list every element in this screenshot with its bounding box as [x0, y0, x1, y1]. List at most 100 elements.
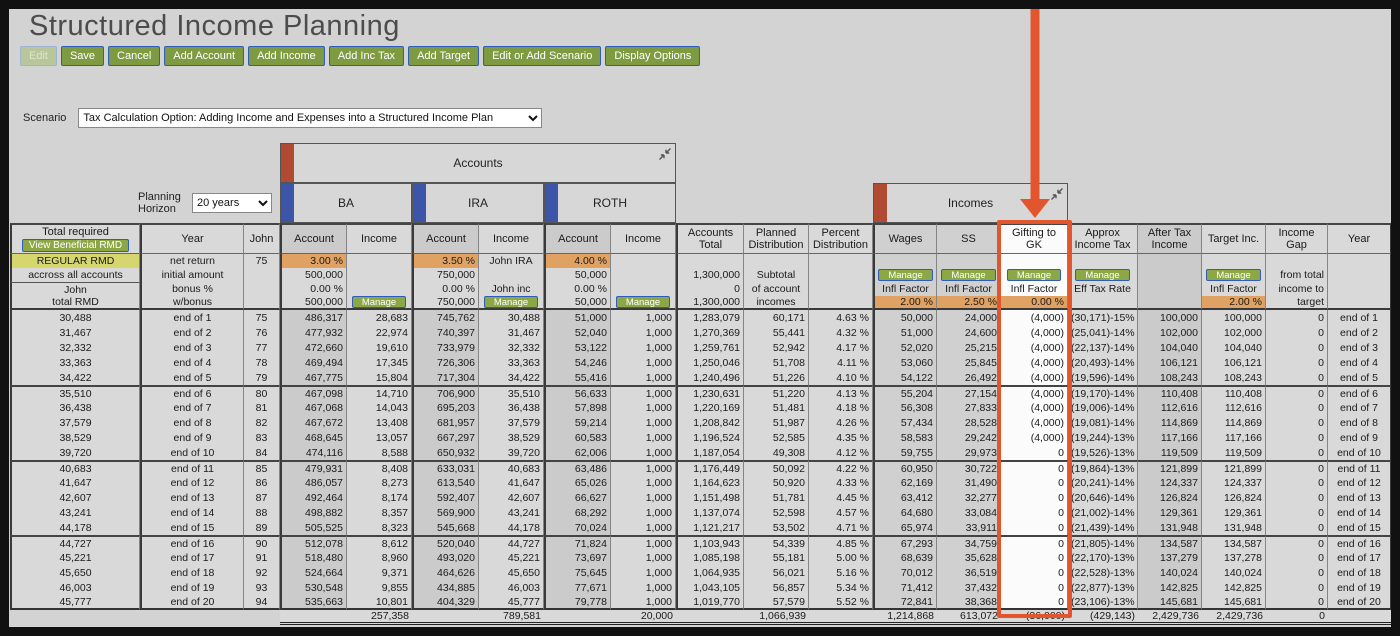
cell-year-end: end of 3 — [1328, 340, 1391, 355]
cell-planned: 53,502 — [744, 520, 809, 535]
cell-ira-acct: 520,040 — [412, 535, 479, 550]
cell-tax: (19,596)-14% — [1068, 370, 1138, 385]
cell-ba-inc: 19,610 — [347, 340, 412, 355]
total-gift: (36,000) — [1001, 610, 1068, 625]
regular-rmd-label: REGULAR RMD — [10, 254, 140, 268]
wages-infl-factor-label: Infl Factor — [873, 282, 937, 296]
collapse-icon[interactable] — [1050, 187, 1064, 201]
cell-age: 90 — [244, 535, 280, 550]
cell-planned: 56,857 — [744, 580, 809, 595]
cell-year-end: end of 1 — [1328, 310, 1391, 325]
add-inc-tax-button[interactable]: Add Inc Tax — [328, 46, 405, 66]
cell-ba-inc: 8,588 — [347, 445, 412, 460]
col-header-target-inc: Target Inc. — [1202, 223, 1266, 254]
add-target-button[interactable]: Add Target — [408, 46, 480, 66]
manage-target-button[interactable]: Manage — [1206, 269, 1261, 281]
cell-planned: 55,181 — [744, 550, 809, 565]
cell-acct-total: 1,103,943 — [676, 535, 744, 550]
save-button[interactable]: Save — [60, 46, 105, 66]
cell-planned: 50,092 — [744, 460, 809, 475]
cancel-button[interactable]: Cancel — [108, 46, 161, 66]
table-row: 39,720 end of 10 84 474,116 8,588 650,932 39,7… — [10, 445, 1391, 460]
cell-ba-inc: 8,174 — [347, 490, 412, 505]
cell-roth-acct: 62,006 — [544, 445, 611, 460]
cell-ira-acct: 740,397 — [412, 325, 479, 340]
manage-roth-income-button[interactable]: Manage — [615, 296, 671, 308]
cell-acct-total: 1,019,770 — [676, 595, 744, 610]
cell-target: 108,243 — [1202, 370, 1266, 385]
manage-income-tax-button[interactable]: Manage — [1075, 269, 1130, 281]
total-year — [140, 610, 244, 625]
cell-target: 102,000 — [1202, 325, 1266, 340]
cell-year: end of 7 — [140, 400, 244, 415]
cell-year: end of 2 — [140, 325, 244, 340]
cell-ba-acct: 467,672 — [280, 415, 347, 430]
view-beneficial-rmd-button[interactable]: View Beneficial RMD — [21, 239, 130, 252]
cell-gift: 0 — [1001, 580, 1068, 595]
cell-pct: 5.34 % — [809, 580, 873, 595]
table-row: 30,488 end of 1 75 486,317 28,683 745,762 30,4… — [10, 310, 1391, 325]
roth-wbonus: 50,000 — [544, 296, 611, 310]
cell-roth-acct: 60,583 — [544, 430, 611, 445]
cell-after-tax: 114,869 — [1138, 415, 1202, 430]
col-header-ira-income: Income — [479, 223, 544, 254]
cell-planned: 52,585 — [744, 430, 809, 445]
cell-planned: 57,579 — [744, 595, 809, 610]
total-ba-acct — [280, 610, 347, 625]
cell-tax: (19,864)-13% — [1068, 460, 1138, 475]
manage-ba-income-button[interactable]: Manage — [351, 296, 407, 308]
manage-gifting-button[interactable]: Manage — [1006, 269, 1062, 281]
cell-year-end: end of 17 — [1328, 550, 1391, 565]
cell-rmd: 42,607 — [10, 490, 140, 505]
cell-ba-inc: 10,801 — [347, 595, 412, 610]
scenario-select[interactable]: Tax Calculation Option: Adding Income an… — [78, 108, 543, 128]
cell-ira-acct: 592,407 — [412, 490, 479, 505]
cell-roth-inc: 1,000 — [611, 400, 676, 415]
cell-acct-total: 1,220,169 — [676, 400, 744, 415]
cell-ss: 36,519 — [937, 565, 1001, 580]
cell-gap: 0 — [1266, 415, 1328, 430]
cell-acct-total: 1,208,842 — [676, 415, 744, 430]
cell-age: 80 — [244, 385, 280, 400]
col-header-ss: SS — [937, 223, 1001, 254]
col-header-approx-income-tax: Approx Income Tax — [1068, 223, 1138, 254]
cell-planned: 51,220 — [744, 385, 809, 400]
cell-gift: 0 — [1001, 445, 1068, 460]
cell-roth-inc: 1,000 — [611, 520, 676, 535]
cell-year-end: end of 15 — [1328, 520, 1391, 535]
cell-pct: 5.00 % — [809, 550, 873, 565]
cell-ba-acct: 474,116 — [280, 445, 347, 460]
add-account-button[interactable]: Add Account — [164, 46, 245, 66]
table-row: 34,422 end of 5 79 467,775 15,804 717,304 34,4… — [10, 370, 1391, 385]
cell-ira-acct: 613,540 — [412, 475, 479, 490]
manage-wages-button[interactable]: Manage — [878, 269, 933, 281]
cell-year: end of 4 — [140, 355, 244, 370]
edit-button[interactable]: Edit — [20, 46, 57, 66]
planning-horizon-select[interactable]: 20 years — [192, 193, 272, 213]
collapse-icon[interactable] — [658, 147, 672, 161]
cell-target: 112,616 — [1202, 400, 1266, 415]
add-income-button[interactable]: Add Income — [248, 46, 325, 66]
table-row: 32,332 end of 3 77 472,660 19,610 733,979 32,3… — [10, 340, 1391, 355]
header-subrow-wbonus: total RMD w/bonus 500,000 Manage 750,000… — [10, 296, 1391, 310]
empty-cell — [1138, 254, 1202, 268]
manage-ira-income-button[interactable]: Manage — [483, 296, 539, 308]
cell-ss: 32,277 — [937, 490, 1001, 505]
col-header-year: Year — [140, 223, 244, 254]
cell-gift: 0 — [1001, 505, 1068, 520]
empty-cell — [347, 254, 412, 268]
cell-age: 86 — [244, 475, 280, 490]
cell-tax: (21,439)-14% — [1068, 520, 1138, 535]
edit-or-add-scenario-button[interactable]: Edit or Add Scenario — [483, 46, 602, 66]
cell-ba-acct: 477,932 — [280, 325, 347, 340]
cell-planned: 52,598 — [744, 505, 809, 520]
table-row: 45,221 end of 17 91 518,480 8,960 493,020 45,2… — [10, 550, 1391, 565]
cell-gap: 0 — [1266, 520, 1328, 535]
cell-roth-acct: 51,000 — [544, 310, 611, 325]
cell-ss: 29,242 — [937, 430, 1001, 445]
planning-horizon: Planning Horizon 20 years — [138, 183, 276, 223]
empty-cell — [1202, 254, 1266, 268]
manage-ss-button[interactable]: Manage — [941, 269, 996, 281]
display-options-button[interactable]: Display Options — [605, 46, 701, 66]
account-tab-ira: IRA — [412, 183, 544, 223]
